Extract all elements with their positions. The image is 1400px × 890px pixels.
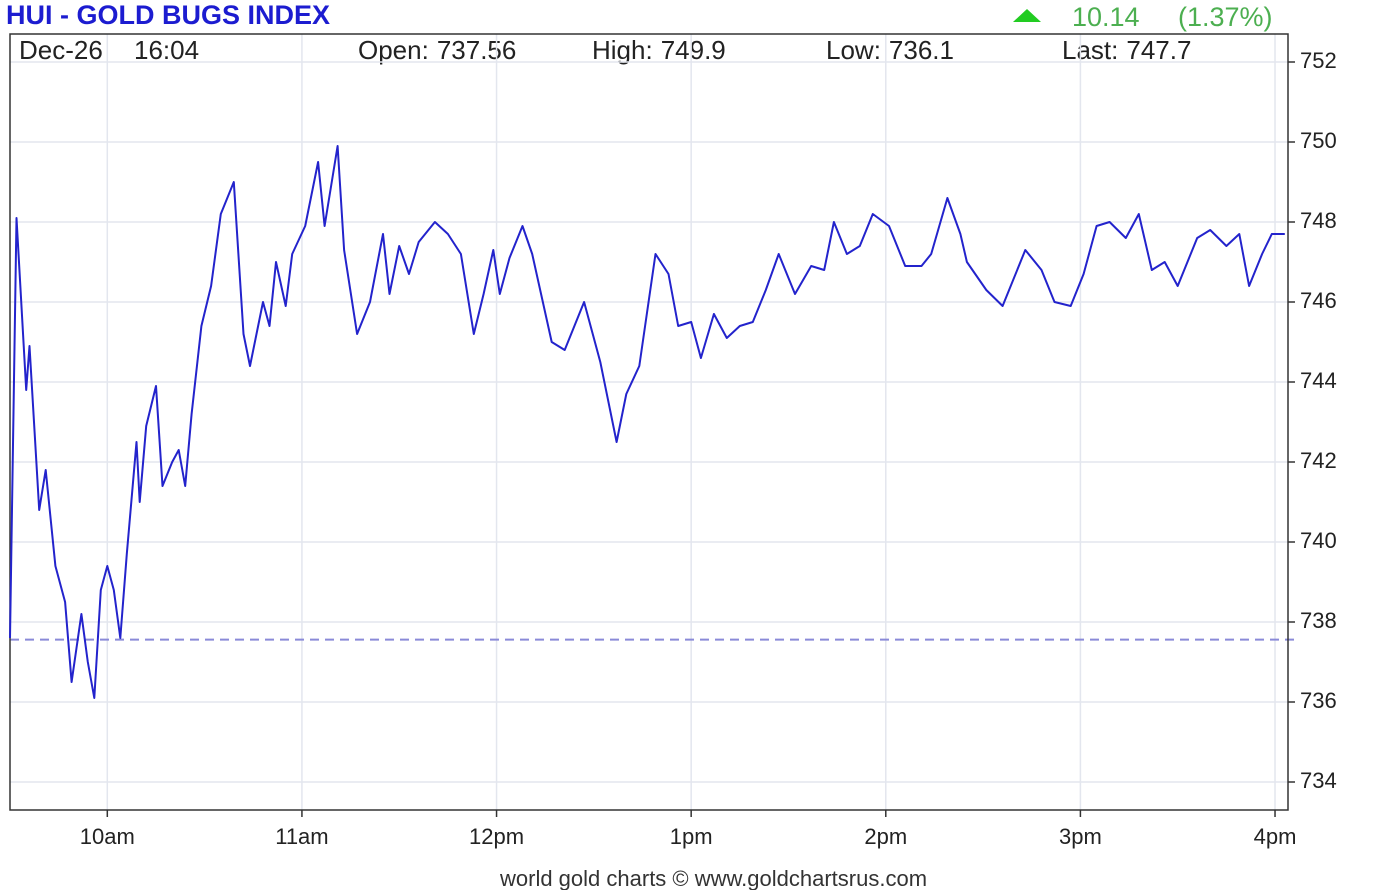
stat-value: 736.1	[889, 35, 954, 65]
footer: world gold charts © www.goldchartsrus.co…	[499, 866, 927, 890]
chart-title: HUI - GOLD BUGS INDEX	[6, 0, 330, 30]
y-tick-label: 744	[1300, 368, 1337, 393]
y-tick-label: 752	[1300, 48, 1337, 73]
y-tick-label: 748	[1300, 208, 1337, 233]
y-tick-label: 746	[1300, 288, 1337, 313]
y-tick-label: 750	[1300, 128, 1337, 153]
y-tick-label: 738	[1300, 608, 1337, 633]
change-pct: (1.37%)	[1178, 2, 1273, 32]
stat-label: Low:	[826, 35, 881, 65]
time: 16:04	[134, 35, 199, 65]
plot-frame	[9, 33, 1289, 811]
stat-value: 747.7	[1126, 35, 1191, 65]
stat-value: 749.9	[661, 35, 726, 65]
y-tick-label: 736	[1300, 688, 1337, 713]
stat-label: Open:	[358, 35, 429, 65]
y-tick-label: 734	[1300, 768, 1337, 793]
y-tick-label: 740	[1300, 528, 1337, 553]
stat-value: 737.56	[437, 35, 517, 65]
x-tick-label: 1pm	[670, 824, 713, 849]
x-tick-label: 12pm	[469, 824, 524, 849]
y-tick-label: 742	[1300, 448, 1337, 473]
change: 10.14	[1072, 2, 1140, 32]
x-tick-label: 3pm	[1059, 824, 1102, 849]
x-tick-label: 4pm	[1254, 824, 1297, 849]
stat-label: High:	[592, 35, 653, 65]
x-tick-label: 2pm	[864, 824, 907, 849]
x-tick-label: 11am	[275, 824, 328, 849]
date: Dec-26	[19, 35, 103, 65]
price-line	[9, 145, 1285, 699]
stat-label: Last:	[1062, 35, 1118, 65]
x-tick-label: 10am	[80, 824, 135, 849]
up-arrow	[1013, 9, 1041, 22]
